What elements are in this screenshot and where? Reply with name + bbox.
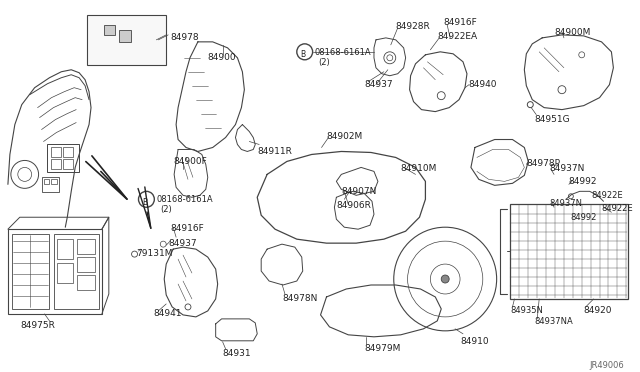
- Bar: [42, 177, 60, 192]
- Text: 84916F: 84916F: [444, 18, 477, 27]
- Text: 84900F: 84900F: [173, 157, 207, 166]
- Bar: [77, 239, 95, 254]
- Text: 84907N: 84907N: [341, 187, 377, 196]
- Bar: [509, 204, 628, 299]
- Bar: [51, 147, 61, 157]
- Text: 84940: 84940: [468, 80, 497, 89]
- Text: 84937NA: 84937NA: [534, 317, 573, 326]
- Bar: [47, 144, 79, 172]
- Text: 84937N: 84937N: [549, 199, 582, 208]
- Text: 84937: 84937: [168, 239, 197, 248]
- Text: 84935N: 84935N: [511, 306, 543, 315]
- Text: 84951G: 84951G: [534, 115, 570, 124]
- Text: 84922EA: 84922EA: [437, 32, 477, 41]
- Bar: [77, 257, 95, 272]
- Text: 84978N: 84978N: [282, 294, 317, 303]
- Text: 84910: 84910: [460, 337, 489, 346]
- Text: 84975R: 84975R: [20, 321, 55, 330]
- Text: 84941: 84941: [154, 309, 182, 318]
- Text: B: B: [142, 198, 147, 207]
- Text: 08168-6161A: 08168-6161A: [156, 195, 213, 204]
- Bar: [44, 179, 49, 185]
- Text: 84910M: 84910M: [401, 164, 437, 173]
- Bar: [8, 229, 102, 314]
- Text: 84992: 84992: [571, 213, 597, 222]
- Bar: [51, 179, 58, 185]
- Text: 84937N: 84937N: [549, 164, 584, 173]
- Bar: [63, 160, 73, 169]
- Text: (2): (2): [319, 58, 330, 67]
- Text: 84931: 84931: [223, 349, 252, 358]
- Polygon shape: [119, 30, 131, 42]
- Text: 84920: 84920: [584, 306, 612, 315]
- Text: 84900M: 84900M: [554, 28, 591, 37]
- Polygon shape: [104, 25, 115, 35]
- Text: (2): (2): [160, 205, 172, 214]
- Text: 84916F: 84916F: [170, 224, 204, 233]
- Bar: [77, 275, 95, 290]
- Text: 84937: 84937: [364, 80, 393, 89]
- Bar: [63, 147, 73, 157]
- Text: 79131M: 79131M: [136, 249, 173, 258]
- Text: 08168-6161A: 08168-6161A: [315, 48, 371, 57]
- Text: 84906R: 84906R: [337, 201, 371, 210]
- Bar: [12, 234, 49, 309]
- Text: 84911R: 84911R: [257, 147, 292, 157]
- Text: 84978P: 84978P: [526, 160, 561, 169]
- Circle shape: [441, 275, 449, 283]
- Text: 84928R: 84928R: [396, 22, 431, 31]
- Bar: [54, 234, 99, 309]
- Bar: [51, 160, 61, 169]
- Text: 84900: 84900: [208, 53, 236, 62]
- Bar: [58, 263, 73, 283]
- Text: 84979M: 84979M: [364, 344, 401, 353]
- Text: 84992: 84992: [569, 177, 597, 186]
- Text: 84922E: 84922E: [602, 204, 633, 213]
- Text: 84902M: 84902M: [326, 132, 363, 141]
- Text: 84922E: 84922E: [591, 191, 623, 201]
- Text: 84978: 84978: [170, 33, 199, 42]
- Bar: [58, 239, 73, 259]
- Bar: [87, 15, 166, 65]
- Text: JR49006: JR49006: [589, 361, 625, 370]
- Text: B: B: [300, 50, 305, 59]
